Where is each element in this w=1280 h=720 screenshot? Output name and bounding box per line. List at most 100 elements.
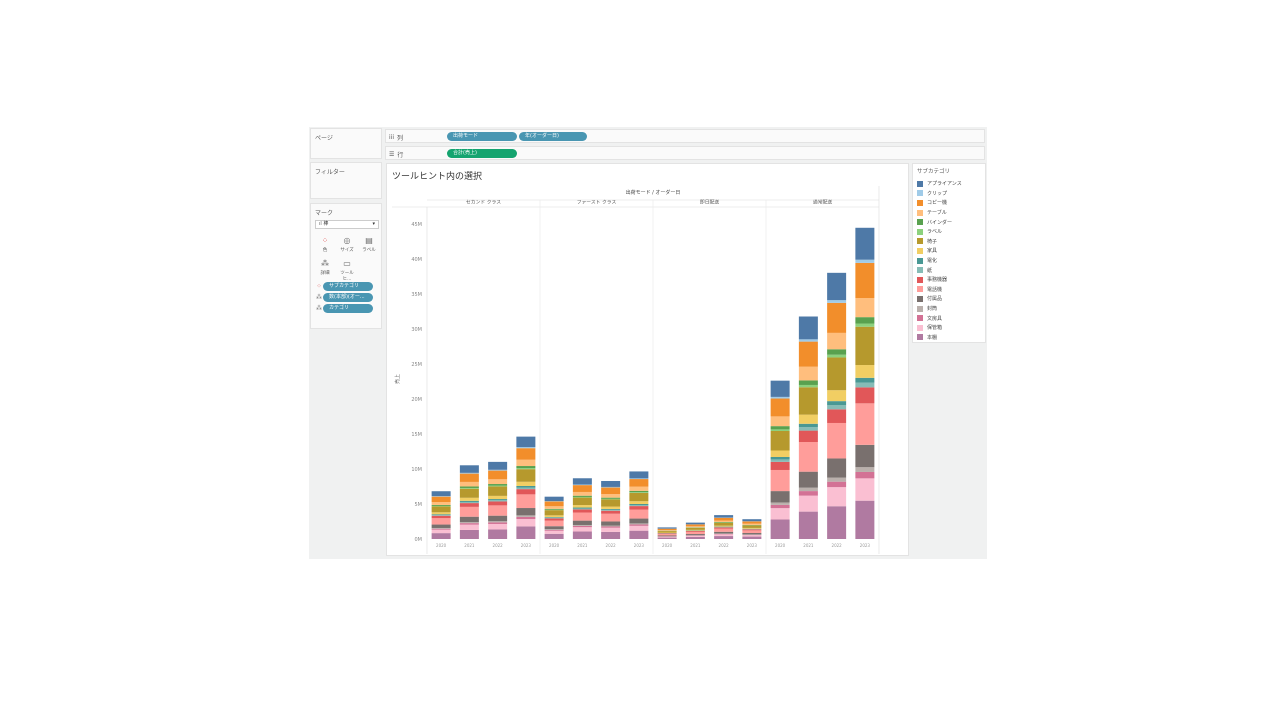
legend-item[interactable]: 椅子 (917, 237, 962, 247)
bar-segment (798, 384, 818, 388)
bar-segment (572, 478, 592, 485)
bar-segment (516, 469, 536, 482)
bar-segment (544, 526, 564, 530)
label-button-label: ラベル (362, 248, 376, 253)
bar-segment (770, 491, 790, 503)
columns-label: 列 (397, 135, 404, 142)
y-tick-label: 45M (411, 222, 422, 228)
bar-segment (657, 531, 677, 533)
legend-item[interactable]: 家具 (917, 246, 962, 256)
color-button-label: 色 (322, 248, 328, 253)
size-icon: ◎ (343, 236, 351, 245)
columns-shelf[interactable]: iii 列 出荷モード 年(オーダー日) (385, 129, 985, 143)
bar-segment (601, 521, 621, 526)
sum-sales-pill[interactable]: 合計(売上) (447, 149, 517, 158)
legend-item[interactable]: ラベル (917, 227, 962, 237)
legend-item[interactable]: 本棚 (917, 333, 962, 343)
legend-item[interactable]: 紙 (917, 265, 962, 275)
group-header: 即日配送 (700, 199, 719, 206)
category-pill[interactable]: カテゴリ (323, 304, 373, 313)
bar-segment (855, 500, 875, 539)
legend-item[interactable]: 付属品 (917, 294, 962, 304)
legend-item[interactable]: バインダー (917, 217, 962, 227)
count-pill[interactable]: 数(本部)(オー... (323, 293, 373, 302)
x-tick-label: 2020 (436, 543, 447, 548)
bar-segment (827, 272, 847, 301)
bar-segment (431, 502, 451, 505)
legend-item[interactable]: 封筒 (917, 304, 962, 314)
bar-segment (431, 515, 451, 519)
bar-segment (827, 302, 847, 333)
label-button[interactable]: ▤ ラベル (360, 235, 378, 257)
legend-item[interactable]: アプライアンス (917, 179, 962, 189)
tooltip-button[interactable]: ▭ ツールヒ... (338, 258, 356, 282)
bar-segment (798, 495, 818, 512)
bar-segment (827, 300, 847, 303)
rows-shelf[interactable]: ☰ 行 合計(売上) (385, 146, 985, 160)
legend-item[interactable]: 保管箱 (917, 323, 962, 333)
bar-segment (459, 472, 479, 474)
x-tick-label: 2021 (690, 543, 701, 548)
legend-swatch (917, 180, 923, 187)
y-tick-label: 25M (411, 362, 422, 368)
legend-item[interactable]: 事務機器 (917, 275, 962, 285)
subcategory-pill[interactable]: サブカテゴリ (323, 282, 373, 291)
bar-segment (770, 504, 790, 509)
bar-segment (855, 467, 875, 472)
bar-segment (572, 531, 592, 539)
bar-segment (629, 478, 649, 480)
bar-segment (431, 533, 451, 539)
size-button[interactable]: ◎ サイズ (338, 235, 356, 257)
color-icon: ⁘ (321, 236, 329, 245)
tableau-workspace: ページ フィルター マーク ıl 棒 ▾ ⁘ 色 ◎ サイズ ▤ ラベル ⁂ 詳… (309, 127, 987, 559)
bar-segment (742, 527, 762, 529)
bar-segment (827, 349, 847, 355)
bar-segment (714, 536, 734, 539)
bar-segment (488, 469, 508, 471)
bar-segment (770, 431, 790, 451)
marks-field-category[interactable]: ⁂ カテゴリ (315, 304, 373, 313)
bar-segment (601, 527, 621, 532)
legend-item[interactable]: コピー機 (917, 198, 962, 208)
bar-segment (770, 396, 790, 399)
mark-type-dropdown[interactable]: ıl 棒 ▾ (315, 220, 379, 229)
legend-item[interactable]: 電化 (917, 256, 962, 266)
pages-panel[interactable]: ページ (310, 128, 382, 159)
bar-segment (798, 380, 818, 385)
bar-segment (657, 533, 677, 534)
bar-segment (798, 387, 818, 415)
bar-segment (770, 469, 790, 492)
ship-mode-pill[interactable]: 出荷モード (447, 132, 517, 141)
bar-segment (488, 523, 508, 530)
legend-swatch (917, 315, 923, 322)
bar-segment (742, 519, 762, 522)
detail-button[interactable]: ⁂ 詳細 (316, 258, 334, 280)
bar-segment (601, 486, 621, 488)
filters-title: フィルター (315, 169, 345, 176)
color-button[interactable]: ⁘ 色 (316, 235, 334, 257)
bar-segment (431, 518, 451, 525)
bar-segment (629, 486, 649, 491)
legend-swatch (917, 228, 923, 235)
bar-segment (714, 534, 734, 537)
bar-segment (798, 427, 818, 431)
group-header: ファースト クラス (577, 200, 617, 206)
filters-panel[interactable]: フィルター (310, 162, 382, 199)
order-year-pill[interactable]: 年(オーダー日) (519, 132, 587, 141)
tooltip-icon: ▭ (343, 259, 351, 268)
detail-button-label: 詳細 (320, 271, 330, 276)
legend-swatch (917, 238, 923, 245)
bar-segment (459, 473, 479, 482)
legend-item[interactable]: 電話機 (917, 285, 962, 295)
legend-label: 電化 (927, 258, 938, 265)
bar-segment (855, 326, 875, 366)
legend-item[interactable]: テーブル (917, 208, 962, 218)
bar-segment (742, 536, 762, 539)
bar-segment (657, 537, 677, 539)
legend-item[interactable]: クリップ (917, 189, 962, 199)
legend-item[interactable]: 文房具 (917, 313, 962, 323)
marks-field-subcategory[interactable]: ⁘ サブカテゴリ (315, 282, 373, 291)
bar-segment (798, 491, 818, 496)
bar-segment (827, 405, 847, 410)
marks-field-count[interactable]: ⁂ 数(本部)(オー... (315, 293, 373, 302)
